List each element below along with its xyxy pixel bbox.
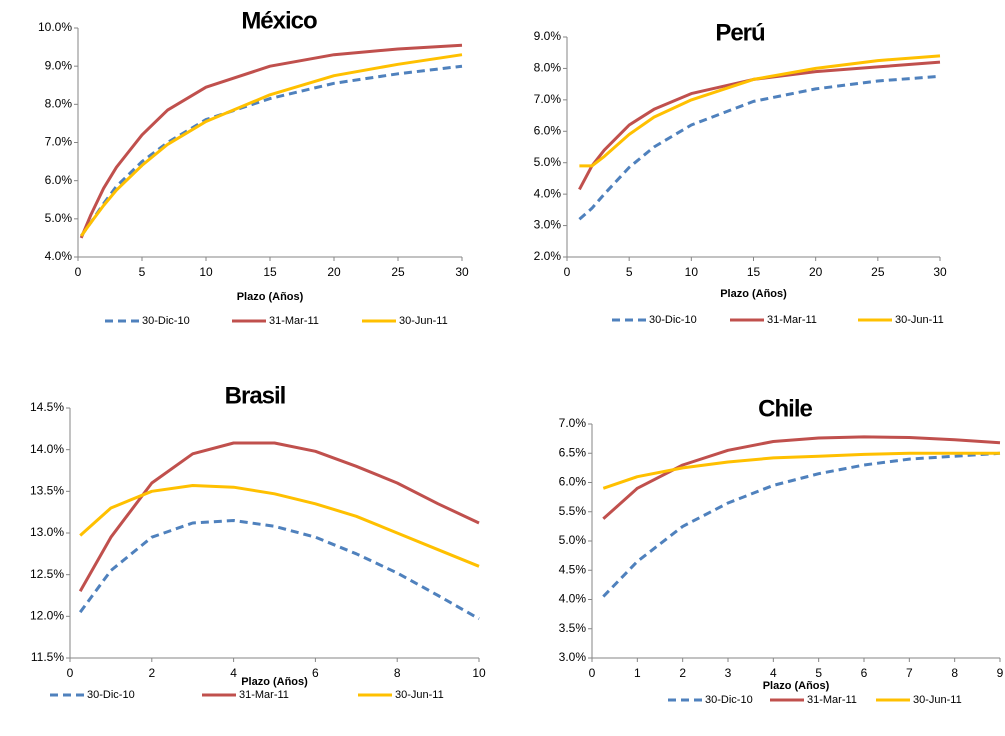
x-tick-label: 8 <box>951 666 958 680</box>
x-tick-label: 9 <box>997 666 1004 680</box>
y-tick-label: 9.0% <box>534 29 562 43</box>
x-tick-label: 25 <box>871 265 885 279</box>
x-tick-label: 3 <box>725 666 732 680</box>
x-tick-label: 1 <box>634 666 641 680</box>
y-tick-label: 10.0% <box>38 20 72 34</box>
legend-label: 30-Dic-10 <box>649 314 697 326</box>
y-tick-label: 13.5% <box>30 484 64 498</box>
x-tick-label: 7 <box>906 666 913 680</box>
chart-title: Perú <box>715 19 765 46</box>
y-tick-label: 5.5% <box>559 504 587 518</box>
series-line <box>78 519 480 621</box>
x-tick-label: 0 <box>589 666 596 680</box>
x-tick-label: 10 <box>472 666 486 680</box>
legend-label: 30-Jun-11 <box>399 315 448 327</box>
y-tick-label: 2.0% <box>534 249 562 263</box>
y-tick-label: 8.0% <box>45 97 73 111</box>
y-tick-label: 9.0% <box>45 58 73 72</box>
y-tick-label: 4.0% <box>45 249 73 263</box>
x-tick-label: 15 <box>747 265 761 279</box>
y-tick-label: 7.0% <box>45 135 73 149</box>
legend-label: 30-Jun-11 <box>395 689 444 701</box>
chart-title: Brasil <box>225 382 286 409</box>
legend-label: 31-Mar-11 <box>239 689 289 701</box>
legend-label: 30-Jun-11 <box>913 694 962 706</box>
x-tick-label: 20 <box>327 265 341 279</box>
x-tick-label: 6 <box>312 666 319 680</box>
x-tick-label: 30 <box>455 265 469 279</box>
y-tick-label: 5.0% <box>559 533 587 547</box>
y-tick-label: 14.5% <box>30 400 64 414</box>
y-tick-label: 14.0% <box>30 442 64 456</box>
x-tick-label: 10 <box>199 265 213 279</box>
chart-title: Chile <box>758 395 812 422</box>
legend-label: 31-Mar-11 <box>807 694 857 706</box>
x-tick-label: 20 <box>809 265 823 279</box>
x-tick-label: 15 <box>263 265 277 279</box>
series-line <box>79 43 463 239</box>
x-tick-label: 0 <box>67 666 74 680</box>
legend-label: 31-Mar-11 <box>269 315 319 327</box>
y-tick-label: 12.0% <box>30 609 64 623</box>
x-tick-label: 30 <box>933 265 947 279</box>
y-tick-label: 5.0% <box>534 155 562 169</box>
series-line <box>79 53 463 237</box>
x-tick-label: 0 <box>564 265 571 279</box>
x-axis-label: Plazo (Años) <box>763 680 830 692</box>
x-axis-label: Plazo (Años) <box>241 676 308 688</box>
y-tick-label: 11.5% <box>31 650 64 664</box>
y-tick-label: 12.5% <box>30 567 64 581</box>
y-tick-label: 6.0% <box>534 123 562 137</box>
legend-label: 31-Mar-11 <box>767 314 817 326</box>
x-tick-label: 5 <box>626 265 633 279</box>
y-tick-label: 3.0% <box>534 218 562 232</box>
x-tick-label: 2 <box>148 666 155 680</box>
x-axis-label: Plazo (Años) <box>720 288 787 300</box>
x-tick-label: 25 <box>391 265 405 279</box>
legend-label: 30-Dic-10 <box>142 315 190 327</box>
x-tick-label: 2 <box>679 666 686 680</box>
series-line <box>79 484 480 568</box>
series-line <box>602 451 1001 598</box>
series-line <box>579 54 941 168</box>
x-tick-label: 6 <box>861 666 868 680</box>
y-tick-label: 6.0% <box>45 173 73 187</box>
series-line <box>578 60 941 191</box>
series-line <box>578 74 941 221</box>
x-tick-label: 4 <box>770 666 777 680</box>
y-tick-label: 13.0% <box>30 525 64 539</box>
y-tick-label: 7.0% <box>534 92 562 106</box>
x-axis-label: Plazo (Años) <box>237 291 304 303</box>
y-tick-label: 4.0% <box>559 592 587 606</box>
y-tick-label: 3.0% <box>559 650 587 664</box>
y-tick-label: 4.5% <box>559 562 587 576</box>
y-tick-label: 3.5% <box>559 621 587 635</box>
y-tick-label: 5.0% <box>45 211 73 225</box>
x-tick-label: 5 <box>815 666 822 680</box>
y-tick-label: 8.0% <box>534 61 562 75</box>
x-tick-label: 4 <box>230 666 237 680</box>
x-tick-label: 0 <box>75 265 82 279</box>
x-tick-label: 8 <box>394 666 401 680</box>
y-tick-label: 6.5% <box>559 445 587 459</box>
y-tick-label: 7.0% <box>559 416 587 430</box>
legend-label: 30-Jun-11 <box>895 314 944 326</box>
legend-label: 30-Dic-10 <box>87 689 135 701</box>
x-tick-label: 10 <box>685 265 699 279</box>
series-line <box>78 441 480 593</box>
chart-title: México <box>241 7 317 34</box>
y-tick-label: 6.0% <box>559 475 587 489</box>
series-line <box>602 451 1000 490</box>
y-tick-label: 4.0% <box>534 186 562 200</box>
series-line <box>79 64 463 237</box>
series-line <box>602 435 1001 520</box>
legend-label: 30-Dic-10 <box>705 694 753 706</box>
x-tick-label: 5 <box>139 265 146 279</box>
